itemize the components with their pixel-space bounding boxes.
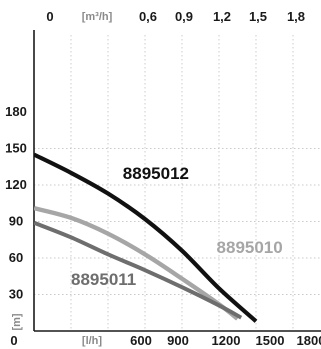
x-bottom-tick-label: 900 — [167, 333, 189, 348]
tick-labels: 0 [m³/h] 0,6 0,9 1,2 1,5 1,8 0 [l/h] 600 900 1200 15… — [5, 9, 321, 348]
series-label-8895011: 8895011 — [71, 270, 136, 289]
y-tick-label: 60 — [9, 250, 23, 265]
series-line-8895011 — [34, 220, 243, 320]
grid-lines — [34, 35, 321, 331]
series-line-8895010 — [34, 205, 239, 321]
y-tick-label: 120 — [5, 177, 27, 192]
x-top-tick-label: 0 — [46, 9, 53, 24]
x-bottom-tick-label: 1200 — [212, 333, 241, 348]
axes — [33, 30, 321, 332]
x-bottom-tick-label: 0 — [10, 333, 17, 348]
x-top-tick-label: 1,8 — [287, 9, 305, 24]
y-tick-label: 90 — [9, 214, 23, 229]
x-bottom-unit-label: [l/h] — [82, 335, 102, 347]
y-tick-label: 30 — [9, 287, 23, 302]
x-top-tick-label: 1,2 — [213, 9, 231, 24]
y-tick-label: 150 — [5, 141, 27, 156]
x-bottom-tick-label: 1800 — [297, 333, 321, 348]
x-top-tick-label: 0,6 — [139, 9, 157, 24]
x-bottom-tick-label: 1500 — [256, 333, 285, 348]
y-tick-label: 180 — [5, 104, 27, 119]
series-labels: 8895012 8895010 8895011 — [71, 164, 283, 289]
series-line-8895012 — [34, 152, 258, 323]
x-top-tick-label: 1,5 — [249, 9, 267, 24]
x-top-unit-label: [m³/h] — [82, 11, 113, 23]
x-top-tick-label: 0,9 — [175, 9, 193, 24]
y-unit-label: [m] — [11, 313, 23, 330]
series-layer — [34, 152, 258, 323]
series-label-8895012: 8895012 — [123, 164, 189, 183]
series-label-8895010: 8895010 — [217, 238, 283, 257]
x-bottom-tick-label: 600 — [130, 333, 152, 348]
